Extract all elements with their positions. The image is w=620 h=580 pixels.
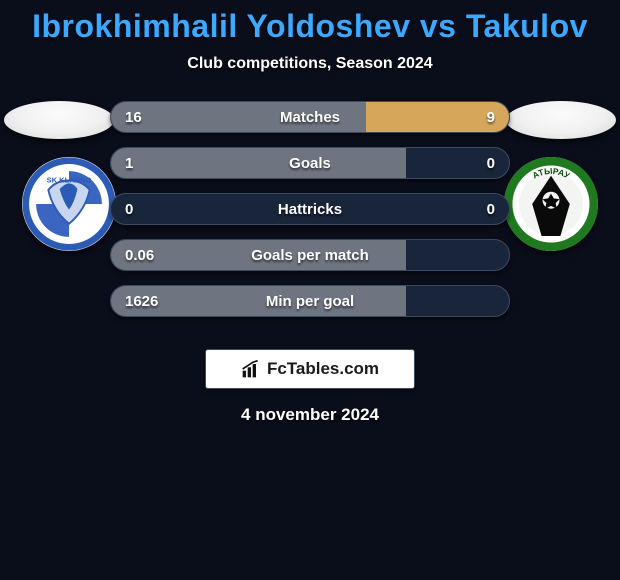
stat-value-right: 9 <box>487 102 495 132</box>
stat-row: Matches16 9 <box>110 101 510 133</box>
comparison-card: Ibrokhimhalil Yoldoshev vs Takulov Club … <box>0 0 620 425</box>
stat-value-right: 0 <box>487 148 495 178</box>
bars-icon <box>241 359 261 379</box>
stat-value-left: 0.06 <box>125 240 154 270</box>
stat-value-left: 16 <box>125 102 142 132</box>
stat-row: Hattricks0 0 <box>110 193 510 225</box>
crest-left-svg: SK KLADNO <box>22 157 116 251</box>
player-photo-left <box>4 101 114 139</box>
crest-right-svg: АТЫРАУ <box>504 157 598 251</box>
player-photo-right <box>506 101 616 139</box>
stat-row: Goals1 0 <box>110 147 510 179</box>
page-title: Ibrokhimhalil Yoldoshev vs Takulov <box>0 8 620 45</box>
brand-text: FcTables.com <box>267 359 379 379</box>
date-text: 4 november 2024 <box>0 405 620 425</box>
stat-value-left: 1 <box>125 148 133 178</box>
stat-row: Min per goal1626 <box>110 285 510 317</box>
stat-label: Matches <box>111 102 509 132</box>
stat-value-left: 0 <box>125 194 133 224</box>
brand-badge: FcTables.com <box>205 349 415 389</box>
stat-label: Goals <box>111 148 509 178</box>
stat-value-right: 0 <box>487 194 495 224</box>
comparison-area: SK KLADNO АТЫРАУ Matches169Goals10Hattri… <box>0 101 620 341</box>
stat-value-left: 1626 <box>125 286 158 316</box>
stat-label: Hattricks <box>111 194 509 224</box>
crest-left-text: SK KLADNO <box>47 175 92 184</box>
stats-table: Matches169Goals10Hattricks00Goals per ma… <box>110 101 510 331</box>
stat-label: Min per goal <box>111 286 509 316</box>
club-crest-right: АТЫРАУ <box>504 157 598 251</box>
stat-row: Goals per match0.06 <box>110 239 510 271</box>
subtitle: Club competitions, Season 2024 <box>0 55 620 73</box>
stat-label: Goals per match <box>111 240 509 270</box>
club-crest-left: SK KLADNO <box>22 157 116 251</box>
